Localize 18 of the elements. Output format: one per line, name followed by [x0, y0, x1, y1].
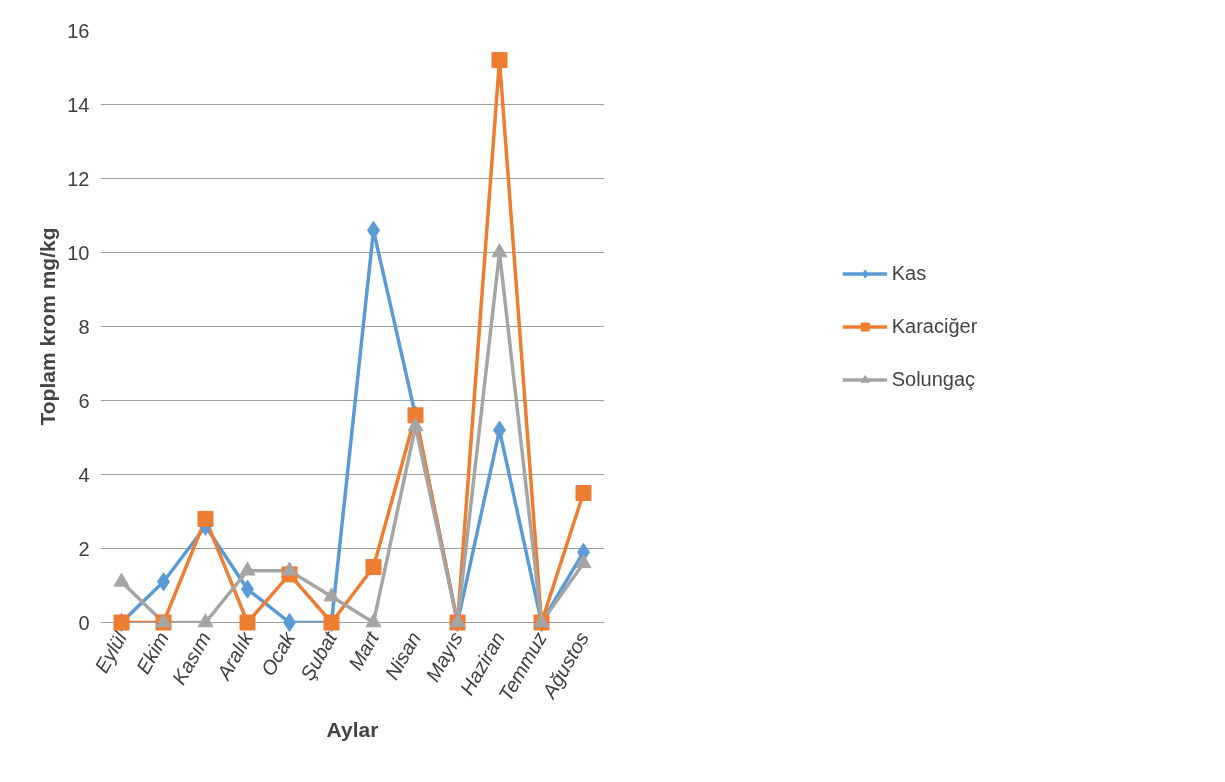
y-axis-title: Toplam krom mg/kg	[36, 227, 60, 426]
y-tick-label: 4	[78, 463, 90, 486]
x-tick-label: Ocak	[256, 627, 300, 680]
x-tick-label: Aralık	[212, 627, 258, 685]
x-tick-label: Ekim	[131, 628, 174, 678]
legend-label: Karaciğer	[891, 314, 978, 338]
y-tick-label: 8	[78, 315, 90, 338]
x-tick-label: Eylül	[90, 627, 132, 677]
y-tick-label: 12	[67, 167, 90, 190]
legend-label: Solungaç	[891, 367, 976, 391]
y-tick-label: 16	[67, 19, 90, 42]
y-tick-label: 14	[67, 93, 90, 116]
y-tick-label: 6	[78, 389, 90, 412]
y-tick-label: 10	[67, 241, 90, 264]
legend-label: Kas	[891, 261, 927, 285]
y-tick-label: 2	[78, 537, 90, 560]
x-axis-title: Aylar	[326, 718, 379, 742]
y-tick-label: 0	[78, 611, 90, 634]
